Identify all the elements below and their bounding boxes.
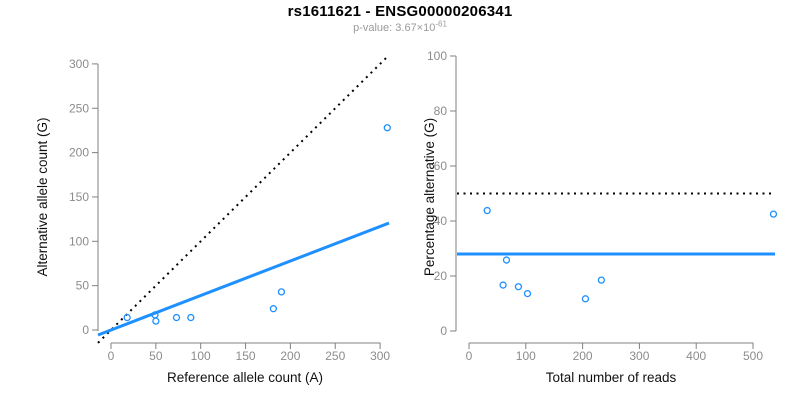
y-axis-title: Alternative allele count (G) — [35, 117, 50, 276]
figure-subtitle: p-value: 3.67×10-61 — [0, 19, 800, 34]
y-tick-label: 50 — [76, 279, 90, 293]
fit-line — [97, 221, 390, 337]
x-tick-label: 300 — [370, 349, 390, 363]
y-tick-label: 0 — [82, 323, 89, 337]
y-tick-label: 300 — [69, 57, 89, 71]
y-tick-label: 80 — [434, 104, 448, 118]
data-point — [187, 313, 195, 322]
y-tick-label: 100 — [69, 234, 89, 248]
x-axis-title: Total number of reads — [546, 370, 677, 385]
data-point — [502, 256, 511, 264]
data-point — [277, 288, 286, 296]
pvalue-text: p-value: 3.67×10 — [353, 22, 436, 34]
left-scatter-plot: 0 50 100 150 200 250 300 0 50 100 150 200 250 300 Refe… — [35, 54, 391, 385]
x-tick-label: 150 — [236, 349, 256, 363]
x-tick-label: 400 — [686, 349, 706, 363]
data-point — [514, 283, 523, 291]
x-tick-label: 250 — [325, 349, 345, 363]
x-tick-label: 0 — [108, 349, 115, 363]
x-tick-label: 200 — [280, 349, 300, 363]
data-point — [597, 276, 605, 284]
data-point — [581, 295, 590, 303]
x-tick-label: 0 — [466, 349, 473, 363]
y-tick-label: 200 — [69, 146, 89, 160]
data-point — [383, 124, 391, 132]
y-axis-title: Percentage alternative (G) — [422, 118, 437, 276]
x-tick-label: 300 — [629, 349, 649, 363]
y-tick-label: 0 — [440, 324, 447, 338]
data-point — [123, 313, 131, 322]
data-point — [523, 289, 532, 298]
data-point — [172, 313, 181, 322]
x-tick-label: 50 — [149, 349, 163, 363]
y-tick-label: 40 — [434, 214, 448, 228]
y-tick-label: 150 — [69, 190, 89, 204]
x-axis-title: Reference allele count (A) — [167, 370, 323, 385]
identity-line — [97, 54, 390, 344]
right-scatter-plot: 0 100 200 300 400 500 0 20 40 60 80 100 Total number… — [422, 49, 778, 385]
x-tick-label: 100 — [516, 349, 536, 363]
y-tick-label: 100 — [427, 49, 447, 63]
x-tick-label: 100 — [191, 349, 211, 363]
x-tick-label: 500 — [743, 349, 763, 363]
data-point — [499, 281, 507, 289]
y-tick-label: 20 — [434, 269, 448, 283]
figure-title: rs1611621 - ENSG00000206341 — [287, 3, 513, 20]
data-point — [769, 210, 778, 218]
data-point — [152, 317, 160, 325]
data-point — [269, 305, 278, 313]
pvalue-exponent: -61 — [435, 19, 447, 29]
x-tick-label: 200 — [573, 349, 593, 363]
data-point — [483, 206, 491, 215]
y-tick-label: 60 — [434, 159, 448, 173]
y-tick-label: 250 — [69, 101, 89, 115]
